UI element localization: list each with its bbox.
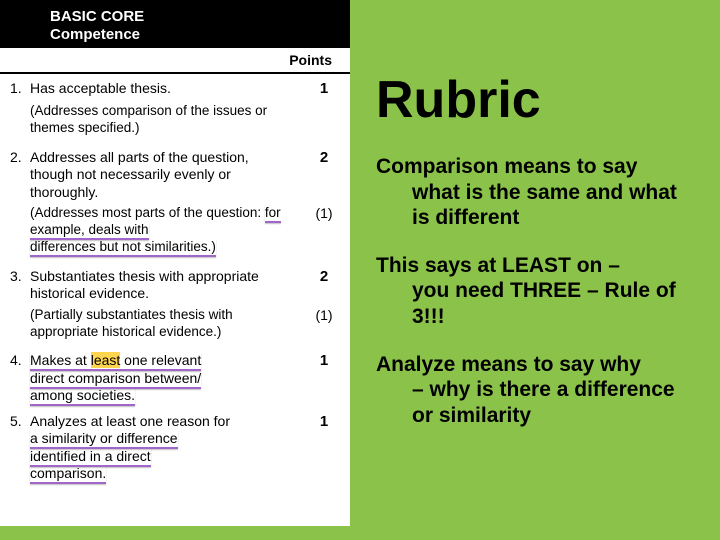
rubric-item-4: 4. Makes at least one relevant direct co… <box>0 346 350 407</box>
rubric-table: BASIC CORE Competence Points 1. Has acce… <box>0 0 350 540</box>
header-line2: Competence <box>50 26 344 44</box>
sub-text: (Addresses most parts of the question: f… <box>30 205 304 256</box>
sub-points: (1) <box>304 205 344 256</box>
notes-title: Rubric <box>376 70 700 130</box>
item-points: 2 <box>304 149 344 202</box>
rubric-sub-3: (Partially substantiates thesis with app… <box>0 305 350 347</box>
item-points: 1 <box>304 80 344 99</box>
rubric-item-5: 5. Analyzes at least one reason for a si… <box>0 407 350 485</box>
rubric-item-3: 3. Substantiates thesis with appropriate… <box>0 262 350 305</box>
item-text: Analyzes at least one reason for a simil… <box>30 413 304 483</box>
item-number: 1. <box>10 80 30 99</box>
note-2: This says at LEAST on – you need THREE –… <box>370 253 700 330</box>
sub-text: (Partially substantiates thesis with app… <box>30 307 304 341</box>
item-text: Substantiates thesis with appropriate hi… <box>30 268 304 303</box>
item-number: 3. <box>10 268 30 303</box>
item-points: 1 <box>304 352 344 405</box>
item-number: 5. <box>10 413 30 483</box>
item-points: 1 <box>304 413 344 483</box>
item-text: Addresses all parts of the question, tho… <box>30 149 304 202</box>
table-header: BASIC CORE Competence <box>0 0 350 48</box>
rubric-sub-1: (Addresses comparison of the issues or t… <box>0 101 350 143</box>
item-number: 4. <box>10 352 30 405</box>
notes-panel: Rubric Comparison means to say what is t… <box>350 0 720 540</box>
sub-points: (1) <box>304 307 344 341</box>
rubric-item-2: 2. Addresses all parts of the question, … <box>0 143 350 204</box>
note-1: Comparison means to say what is the same… <box>370 154 700 231</box>
bottom-accent-bar <box>0 526 350 540</box>
rubric-item-1: 1. Has acceptable thesis. 1 <box>0 74 350 101</box>
sub-points <box>304 103 344 137</box>
sub-text: (Addresses comparison of the issues or t… <box>30 103 304 137</box>
points-header-row: Points <box>0 48 350 74</box>
item-text: Makes at least one relevant direct compa… <box>30 352 304 405</box>
points-label: Points <box>0 48 350 72</box>
rubric-sub-2: (Addresses most parts of the question: f… <box>0 203 350 262</box>
item-points: 2 <box>304 268 344 303</box>
item-number: 2. <box>10 149 30 202</box>
note-3: Analyze means to say why – why is there … <box>370 352 700 429</box>
header-line1: BASIC CORE <box>50 8 344 26</box>
item-text: Has acceptable thesis. <box>30 80 304 99</box>
